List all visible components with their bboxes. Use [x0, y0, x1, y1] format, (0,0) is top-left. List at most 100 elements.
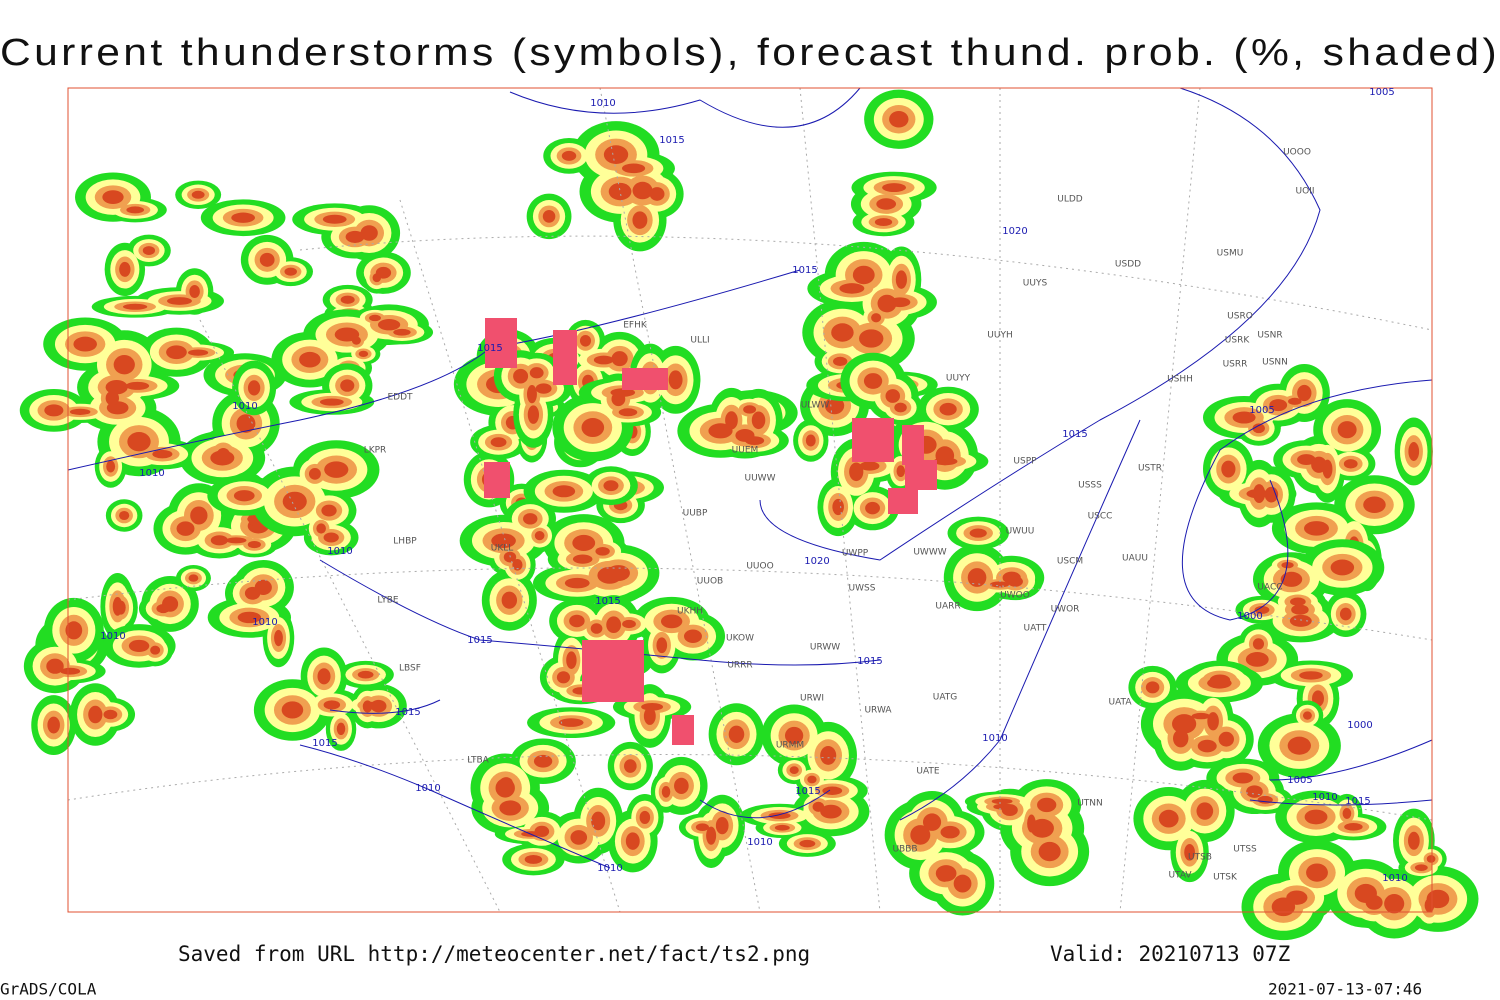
- station-label: UWWW: [913, 548, 946, 558]
- map-area: [68, 88, 1432, 912]
- isobar: [1182, 379, 1433, 621]
- shading-blob: [225, 537, 247, 544]
- shading-blob: [1297, 384, 1312, 402]
- station-label: UUOB: [697, 577, 723, 587]
- shading-blob: [156, 604, 171, 614]
- station-label: LTBA: [467, 756, 489, 766]
- shading-blob: [233, 490, 255, 502]
- station-label: UATE: [916, 767, 940, 777]
- shading-blob: [820, 746, 837, 765]
- isobar-label: 1000: [1347, 720, 1372, 731]
- station-label: UWOR: [1051, 605, 1080, 615]
- shading-blob: [579, 334, 592, 347]
- station-label: UKHH: [677, 607, 703, 617]
- shading-blob: [822, 786, 843, 795]
- isobar-label: 1000: [1237, 611, 1262, 622]
- shading-blob: [623, 759, 637, 773]
- shading-blob: [1322, 459, 1333, 479]
- shading-blob: [556, 671, 571, 684]
- shading-blob: [127, 432, 151, 452]
- station-label: UATT: [1024, 624, 1047, 634]
- shading-blob: [150, 645, 161, 655]
- isobar-label: 1010: [252, 617, 277, 628]
- storm-symbol: [672, 715, 694, 745]
- shading-blob: [839, 283, 865, 294]
- station-label: USRK: [1225, 336, 1251, 346]
- shading-blob: [125, 381, 150, 390]
- shading-blob: [991, 798, 1013, 805]
- shading-blob: [534, 530, 545, 541]
- shading-blob: [317, 668, 331, 685]
- shading-blob: [1002, 571, 1021, 584]
- valid-time: Valid: 20210713 07Z: [1050, 942, 1290, 966]
- station-label: ULWW: [801, 401, 830, 411]
- isobar: [899, 419, 1141, 821]
- shading-blob: [534, 825, 550, 837]
- shading-blob: [323, 700, 341, 710]
- shading-blob: [1342, 808, 1352, 819]
- shading-blob: [308, 468, 321, 480]
- shading-blob: [831, 323, 854, 342]
- timestamp: 2021-07-13-07:46: [1268, 980, 1422, 999]
- shading-blob: [1302, 711, 1312, 720]
- station-label: EFHK: [623, 321, 648, 331]
- shading-blob: [1232, 411, 1256, 424]
- shading-blob: [188, 574, 199, 582]
- shading-blob: [832, 356, 848, 367]
- station-label: UATG: [933, 693, 958, 703]
- shading-blob: [807, 775, 817, 784]
- shading-blob: [1145, 681, 1160, 694]
- shading-blob: [622, 619, 636, 629]
- shading-blob: [683, 629, 702, 644]
- shading-blob: [1030, 818, 1054, 838]
- shading-blob: [340, 295, 355, 304]
- shading-blob: [1232, 772, 1254, 784]
- isobar: [67, 269, 801, 471]
- shading-blob: [357, 670, 374, 679]
- station-label: UTSB: [1188, 853, 1212, 863]
- station-label: UOOO: [1283, 148, 1311, 158]
- shading-blob: [1354, 883, 1377, 904]
- station-label: UTNN: [1077, 799, 1103, 809]
- shading-blob: [603, 480, 619, 492]
- station-label: URWW: [810, 643, 840, 653]
- shading-blob: [524, 854, 543, 864]
- shading-blob: [933, 457, 958, 466]
- shading-blob: [358, 350, 369, 357]
- shading-blob: [859, 329, 884, 348]
- shading-blob: [1252, 638, 1265, 650]
- shading-blob: [877, 294, 897, 313]
- station-label: USMU: [1217, 249, 1244, 259]
- shading-blob: [789, 766, 799, 775]
- shading-blob: [566, 651, 577, 670]
- isobar-label: 1015: [595, 596, 620, 607]
- station-label: USRR: [1223, 360, 1248, 370]
- shading-blob: [1221, 460, 1236, 478]
- storm-symbol: [485, 318, 517, 368]
- shading-blob: [340, 379, 355, 392]
- shading-blob: [805, 434, 816, 447]
- shading-blob: [940, 825, 960, 839]
- station-label: LYBE: [377, 596, 398, 606]
- shading-blob: [896, 465, 906, 478]
- station-label: UKOW: [726, 634, 754, 644]
- shading-blob: [513, 368, 529, 384]
- shading-blob: [1408, 831, 1420, 850]
- storm-symbol: [905, 460, 937, 490]
- shading-blob: [618, 408, 638, 417]
- shading-blob: [625, 832, 640, 850]
- thunderstorm-symbols: [484, 318, 937, 745]
- shading-blob: [1027, 814, 1036, 833]
- isobar-label: 1005: [1287, 775, 1312, 786]
- shading-blob: [526, 384, 537, 404]
- shading-blob: [345, 230, 365, 243]
- station-label: LBSF: [399, 664, 421, 674]
- shading-blob: [105, 379, 128, 395]
- shading-blob: [1330, 559, 1355, 576]
- shading-blob: [65, 621, 83, 640]
- map: EFHK ULLI EDDT LKPR LHBP LYBE LBSF LTBA UKLL UKHH…: [19, 87, 1479, 941]
- isobar-label: 1015: [395, 707, 420, 718]
- storm-symbol: [888, 488, 918, 514]
- shading-blob: [113, 355, 135, 375]
